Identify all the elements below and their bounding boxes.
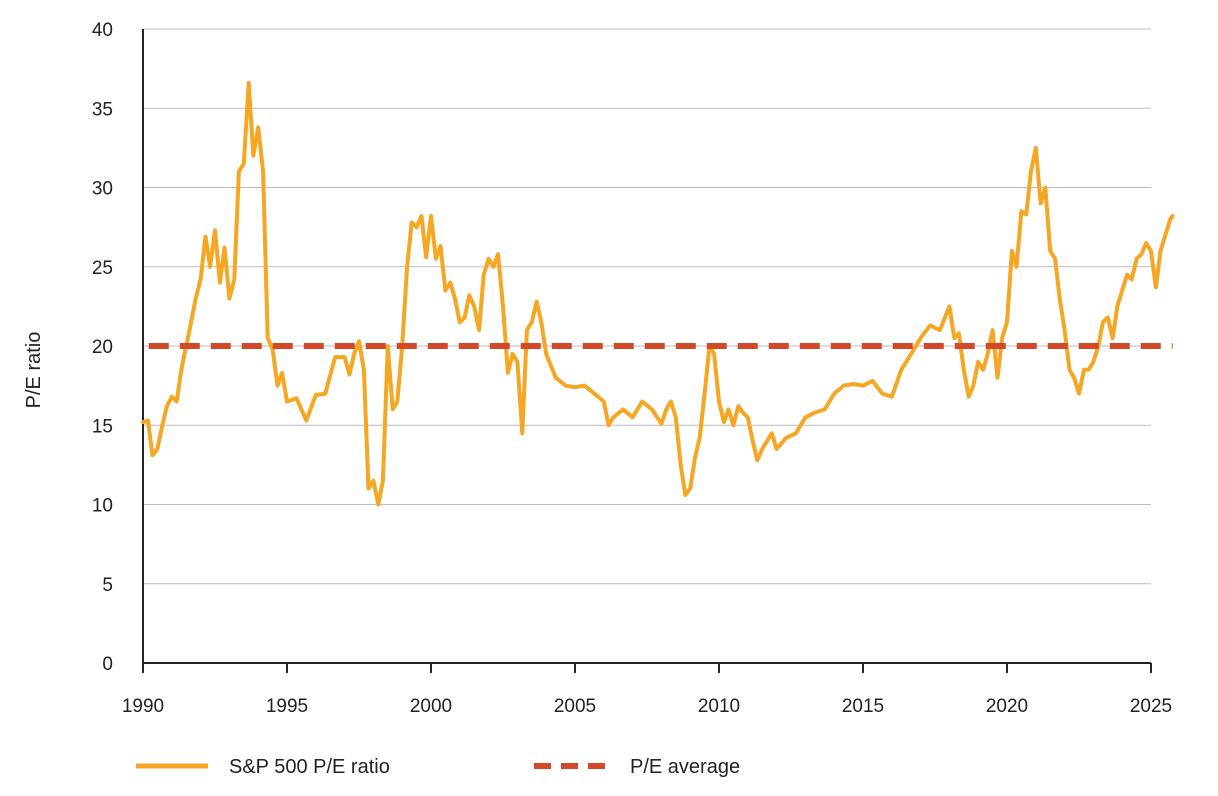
x-tick-label: 2005 [554, 696, 596, 717]
y-tick-label: 40 [92, 20, 113, 41]
y-tick-label: 15 [92, 416, 113, 437]
gridlines [143, 28, 1151, 585]
x-tick-label: 1990 [122, 696, 164, 717]
y-tick-label: 0 [102, 654, 113, 675]
y-axis-title: P/E ratio [23, 332, 45, 409]
legend-item-pe-ratio: S&P 500 P/E ratio [136, 756, 390, 778]
y-tick-label: 35 [92, 99, 113, 120]
x-tick-label: 2015 [842, 696, 884, 717]
legend-item-pe-average: P/E average [534, 756, 740, 778]
y-tick-label: 25 [92, 258, 113, 279]
legend: S&P 500 P/E ratio P/E average [136, 756, 740, 778]
x-tick-label: 2020 [986, 696, 1028, 717]
series-line-pe-ratio [141, 80, 1175, 507]
y-tick-label: 30 [92, 179, 113, 200]
x-tick-label: 1995 [266, 696, 308, 717]
y-tick-label: 10 [92, 496, 113, 517]
y-tick-label: 20 [92, 337, 113, 358]
x-tick-label: 2025 [1130, 696, 1172, 717]
axes [142, 29, 1152, 673]
series [141, 80, 1175, 507]
x-tick-labels: 1990 1995 2000 2005 2010 2015 2020 2025 [122, 696, 1172, 717]
y-tick-label: 5 [102, 575, 113, 596]
y-tick-labels: 0 5 10 15 20 25 30 35 40 [92, 20, 113, 675]
legend-label-pe-average: P/E average [630, 756, 740, 778]
x-tick-label: 2000 [410, 696, 452, 717]
legend-label-pe-ratio: S&P 500 P/E ratio [229, 756, 390, 778]
x-tick-label: 2010 [698, 696, 740, 717]
